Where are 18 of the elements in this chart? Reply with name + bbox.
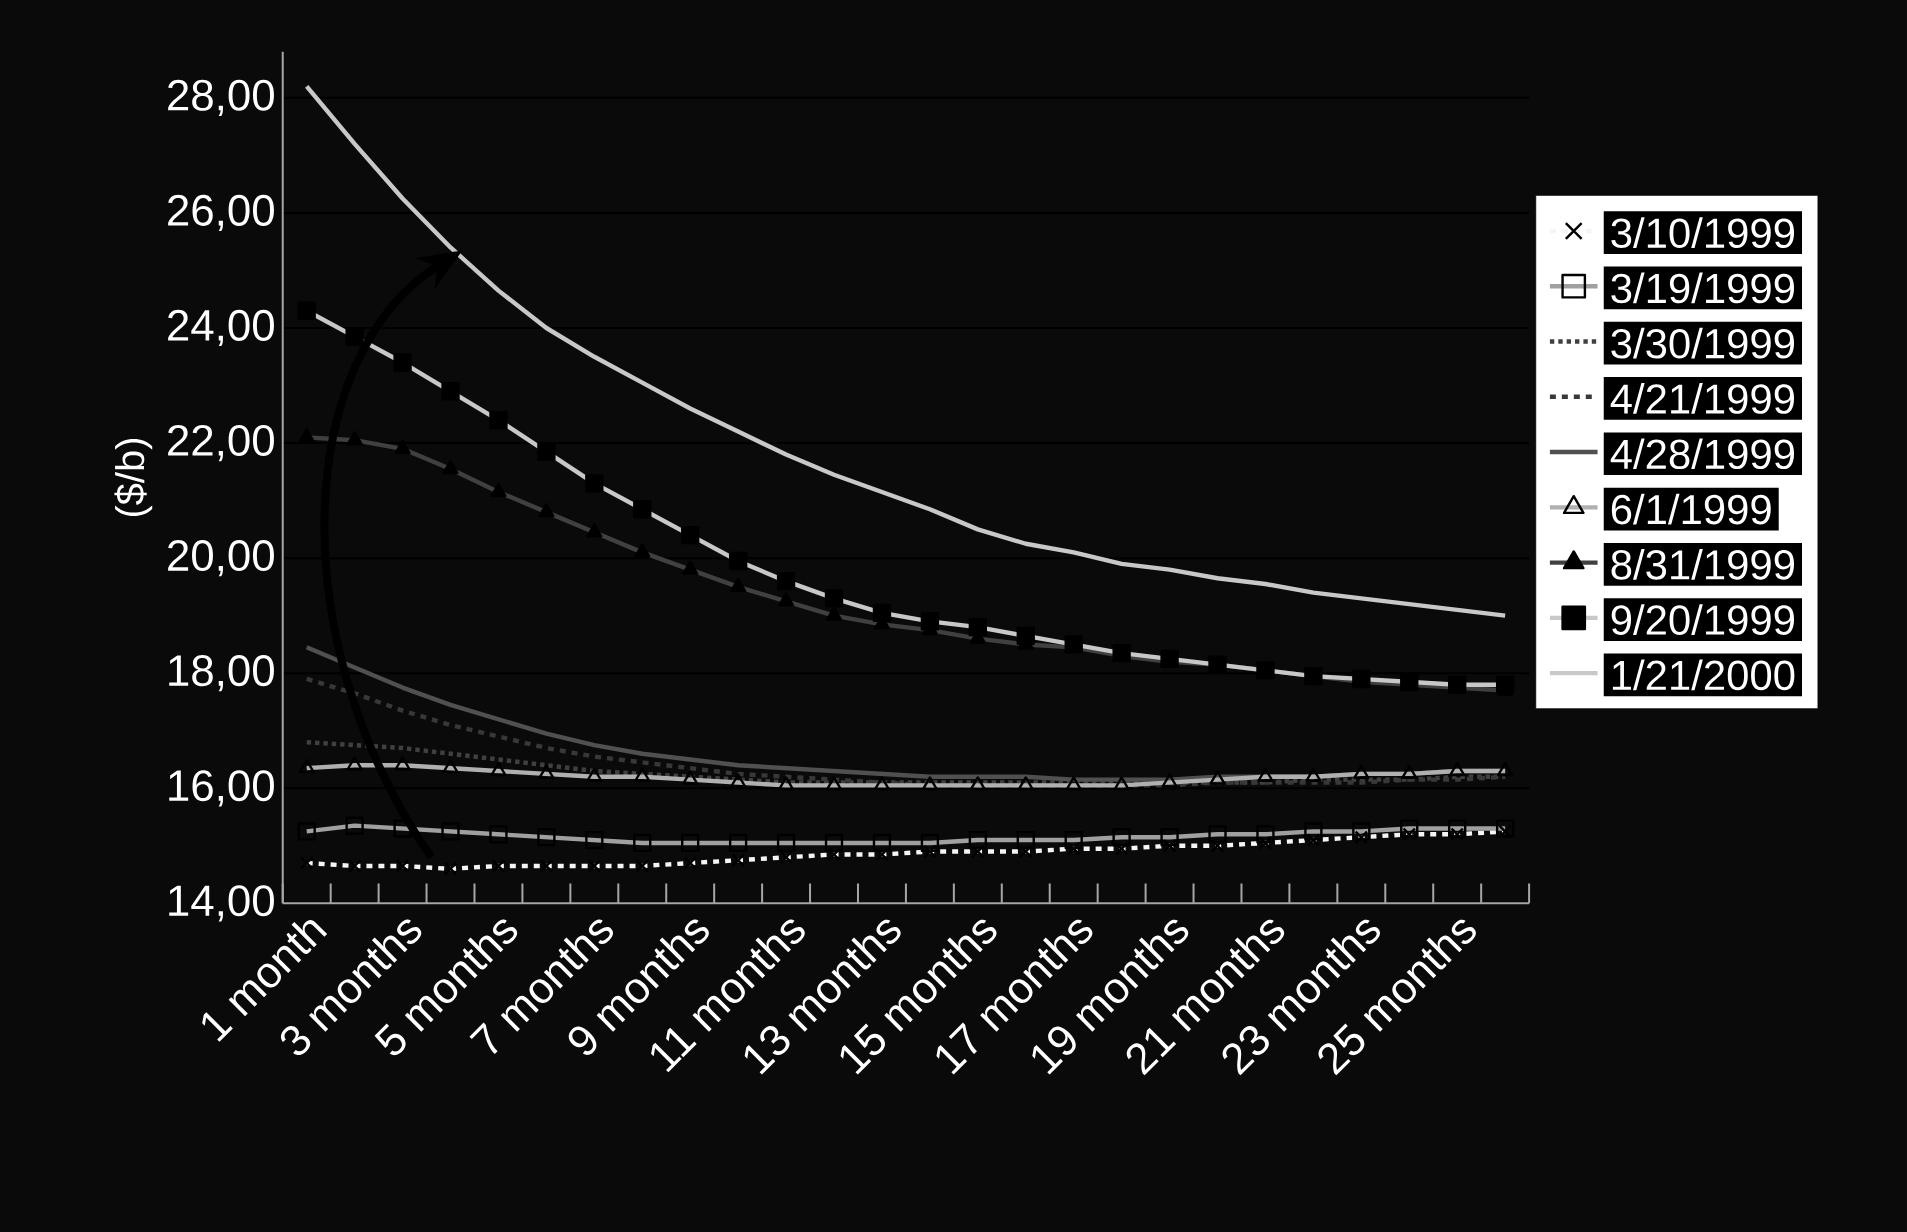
legend-label: 3/10/1999 <box>1611 217 1795 248</box>
y-tick-label: 16,00 <box>169 769 274 807</box>
legend-label: 3/19/1999 <box>1611 272 1795 304</box>
y-tick-label: 14,00 <box>169 885 274 922</box>
y-tick-label: 18,00 <box>169 654 274 692</box>
legend-label: 6/1/1999 <box>1611 493 1771 525</box>
legend-label: 4/28/1999 <box>1610 438 1795 469</box>
y-tick-label: 22,00 <box>168 424 274 461</box>
legend-label: 4/21/1999 <box>1610 382 1795 414</box>
legend-label: 3/30/1999 <box>1611 327 1795 359</box>
y-tick-label: 28,00 <box>168 79 274 116</box>
legend-label: 1/21/2000 <box>1612 659 1795 691</box>
legend-label: 9/20/1999 <box>1611 604 1795 635</box>
y-tick-label: 26,00 <box>168 194 274 231</box>
legend-label: 8/31/1999 <box>1611 548 1795 580</box>
y-tick-label: 20,00 <box>168 539 274 577</box>
y-axis-title: ($/b) <box>114 438 153 516</box>
y-tick-label: 24,00 <box>168 309 274 346</box>
